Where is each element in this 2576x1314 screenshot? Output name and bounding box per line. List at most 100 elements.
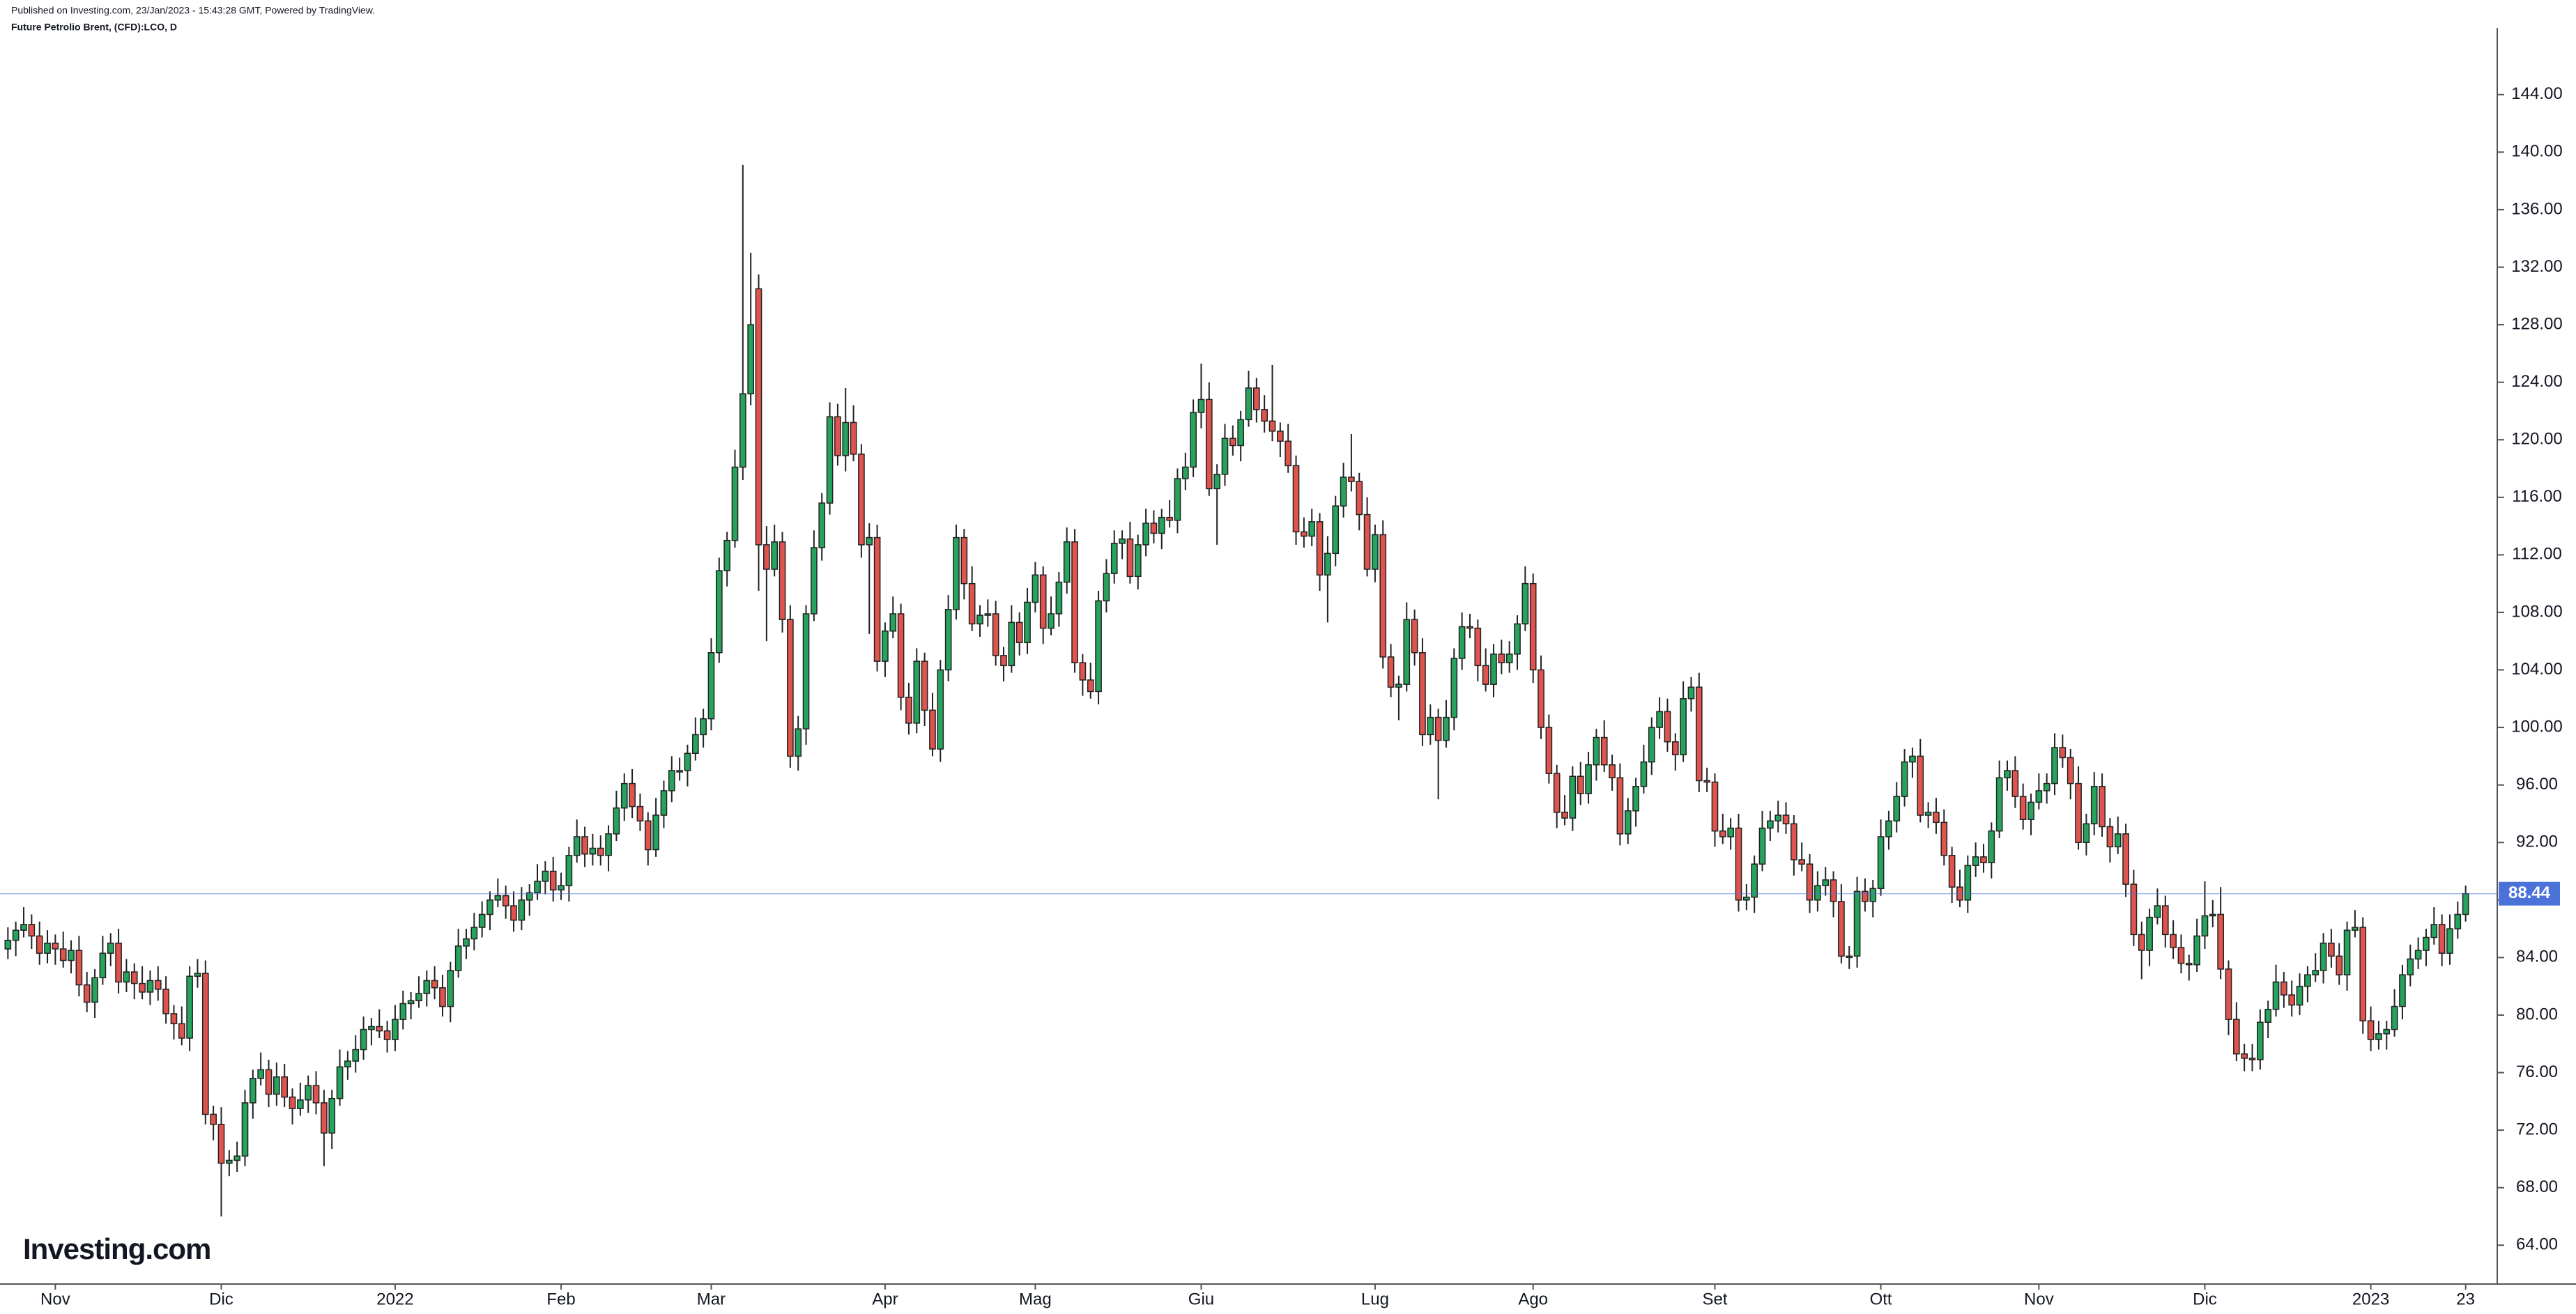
candle-body bbox=[1933, 812, 1940, 824]
candle-body bbox=[889, 613, 897, 632]
candle-body bbox=[1814, 885, 1821, 901]
candle-body bbox=[652, 814, 659, 851]
candle-body bbox=[486, 899, 493, 915]
candle-body bbox=[1119, 538, 1126, 544]
candle-body bbox=[1458, 626, 1466, 659]
candle-body bbox=[510, 905, 517, 921]
candle-body bbox=[707, 651, 715, 720]
candle-body bbox=[1466, 626, 1473, 629]
x-tick-label: Giu bbox=[1188, 1290, 1214, 1308]
candle-body bbox=[1569, 775, 1577, 819]
candle-body bbox=[1893, 796, 1901, 822]
candle-body bbox=[834, 416, 841, 456]
candle-body bbox=[1948, 855, 1956, 888]
candle-body bbox=[2375, 1033, 2382, 1040]
candle-body bbox=[2138, 934, 2145, 951]
candle-body bbox=[2352, 927, 2359, 931]
candle-body bbox=[1150, 523, 1158, 534]
candle-body bbox=[2114, 833, 2122, 848]
candle-body bbox=[1711, 781, 1719, 832]
candle-body bbox=[873, 536, 881, 662]
candle-body bbox=[20, 924, 27, 931]
candle-body bbox=[691, 734, 699, 754]
candle-body bbox=[984, 613, 992, 616]
y-tick-label: 136.00 bbox=[2511, 199, 2562, 218]
candle-body bbox=[937, 669, 944, 750]
candle-body bbox=[2359, 927, 2367, 1021]
x-tick-label: Mag bbox=[1019, 1290, 1052, 1308]
candle-body bbox=[811, 547, 818, 615]
candle-body bbox=[194, 973, 201, 977]
candle-body bbox=[1600, 736, 1608, 766]
candle-body bbox=[1015, 621, 1023, 644]
x-tick-label: Lug bbox=[1361, 1290, 1389, 1308]
candle-body bbox=[1671, 741, 1679, 756]
candle-body bbox=[1237, 419, 1244, 447]
chart-title: Future Petrolio Brent, (CFD):LCO, D bbox=[11, 22, 177, 33]
candle-body bbox=[494, 895, 502, 901]
candle-body bbox=[542, 870, 549, 882]
candle-body bbox=[454, 945, 462, 971]
candle-body bbox=[478, 913, 486, 928]
candle-body bbox=[1411, 619, 1418, 654]
candle-body bbox=[225, 1159, 233, 1164]
candle-body bbox=[1862, 890, 1869, 902]
candle-body bbox=[201, 973, 209, 1115]
candle-body bbox=[1577, 775, 1584, 794]
candle-body bbox=[28, 924, 36, 937]
candle-body bbox=[1063, 541, 1071, 583]
candle-body bbox=[597, 847, 604, 856]
candle-body bbox=[2264, 1008, 2272, 1023]
candle-body bbox=[1008, 621, 1015, 667]
candle-body bbox=[629, 782, 636, 807]
candle-body bbox=[2462, 892, 2469, 915]
candle-body bbox=[558, 885, 565, 891]
candle-body bbox=[1292, 465, 1300, 533]
candle-body bbox=[2288, 994, 2296, 1006]
candle-body bbox=[2201, 915, 2209, 937]
candle-body bbox=[2312, 970, 2320, 975]
candle-body bbox=[1901, 761, 1908, 797]
candle-body bbox=[1419, 651, 1426, 736]
candle-body bbox=[281, 1076, 289, 1098]
y-tick-label: 68.00 bbox=[2516, 1177, 2558, 1196]
candle-body bbox=[1474, 627, 1482, 667]
candle-body bbox=[2280, 981, 2287, 996]
candle-body bbox=[1308, 521, 1316, 537]
candle-body bbox=[1166, 516, 1173, 521]
candle-body bbox=[502, 895, 509, 906]
candle-body bbox=[392, 1019, 399, 1040]
candle-body bbox=[1363, 513, 1371, 570]
candle-body bbox=[250, 1078, 256, 1104]
candle-body bbox=[2241, 1053, 2248, 1059]
candle-body bbox=[620, 782, 628, 809]
candle-body bbox=[1024, 601, 1031, 644]
x-tick-label: Set bbox=[1702, 1290, 1727, 1308]
y-tick-label: 124.00 bbox=[2511, 372, 2562, 391]
candle-body bbox=[787, 619, 794, 757]
x-tick-label: Mar bbox=[697, 1290, 726, 1308]
candle-body bbox=[1482, 665, 1489, 685]
candle-body bbox=[407, 1000, 415, 1005]
candle-body bbox=[1806, 863, 1814, 901]
candle-body bbox=[1372, 534, 1379, 570]
candle-body bbox=[1498, 654, 1505, 663]
x-tick-label: Ago bbox=[1518, 1290, 1548, 1308]
candle-body bbox=[1735, 827, 1742, 901]
candle-body bbox=[1174, 478, 1181, 521]
x-tick-label: 2022 bbox=[376, 1290, 413, 1308]
candle-body bbox=[1134, 544, 1142, 578]
candle-body bbox=[305, 1085, 312, 1101]
candle-body bbox=[1142, 523, 1149, 546]
candle-body bbox=[241, 1102, 249, 1157]
candle-body bbox=[1434, 716, 1442, 741]
candle-body bbox=[1846, 955, 1853, 959]
y-tick-label: 144.00 bbox=[2511, 84, 2562, 103]
candle-body bbox=[1443, 716, 1450, 741]
candle-body bbox=[2430, 924, 2438, 938]
y-tick-label: 104.00 bbox=[2511, 660, 2562, 679]
candle-body bbox=[826, 416, 834, 504]
candle-body bbox=[1213, 474, 1220, 490]
last-price-box bbox=[2499, 881, 2560, 906]
candle-body bbox=[2106, 826, 2114, 848]
